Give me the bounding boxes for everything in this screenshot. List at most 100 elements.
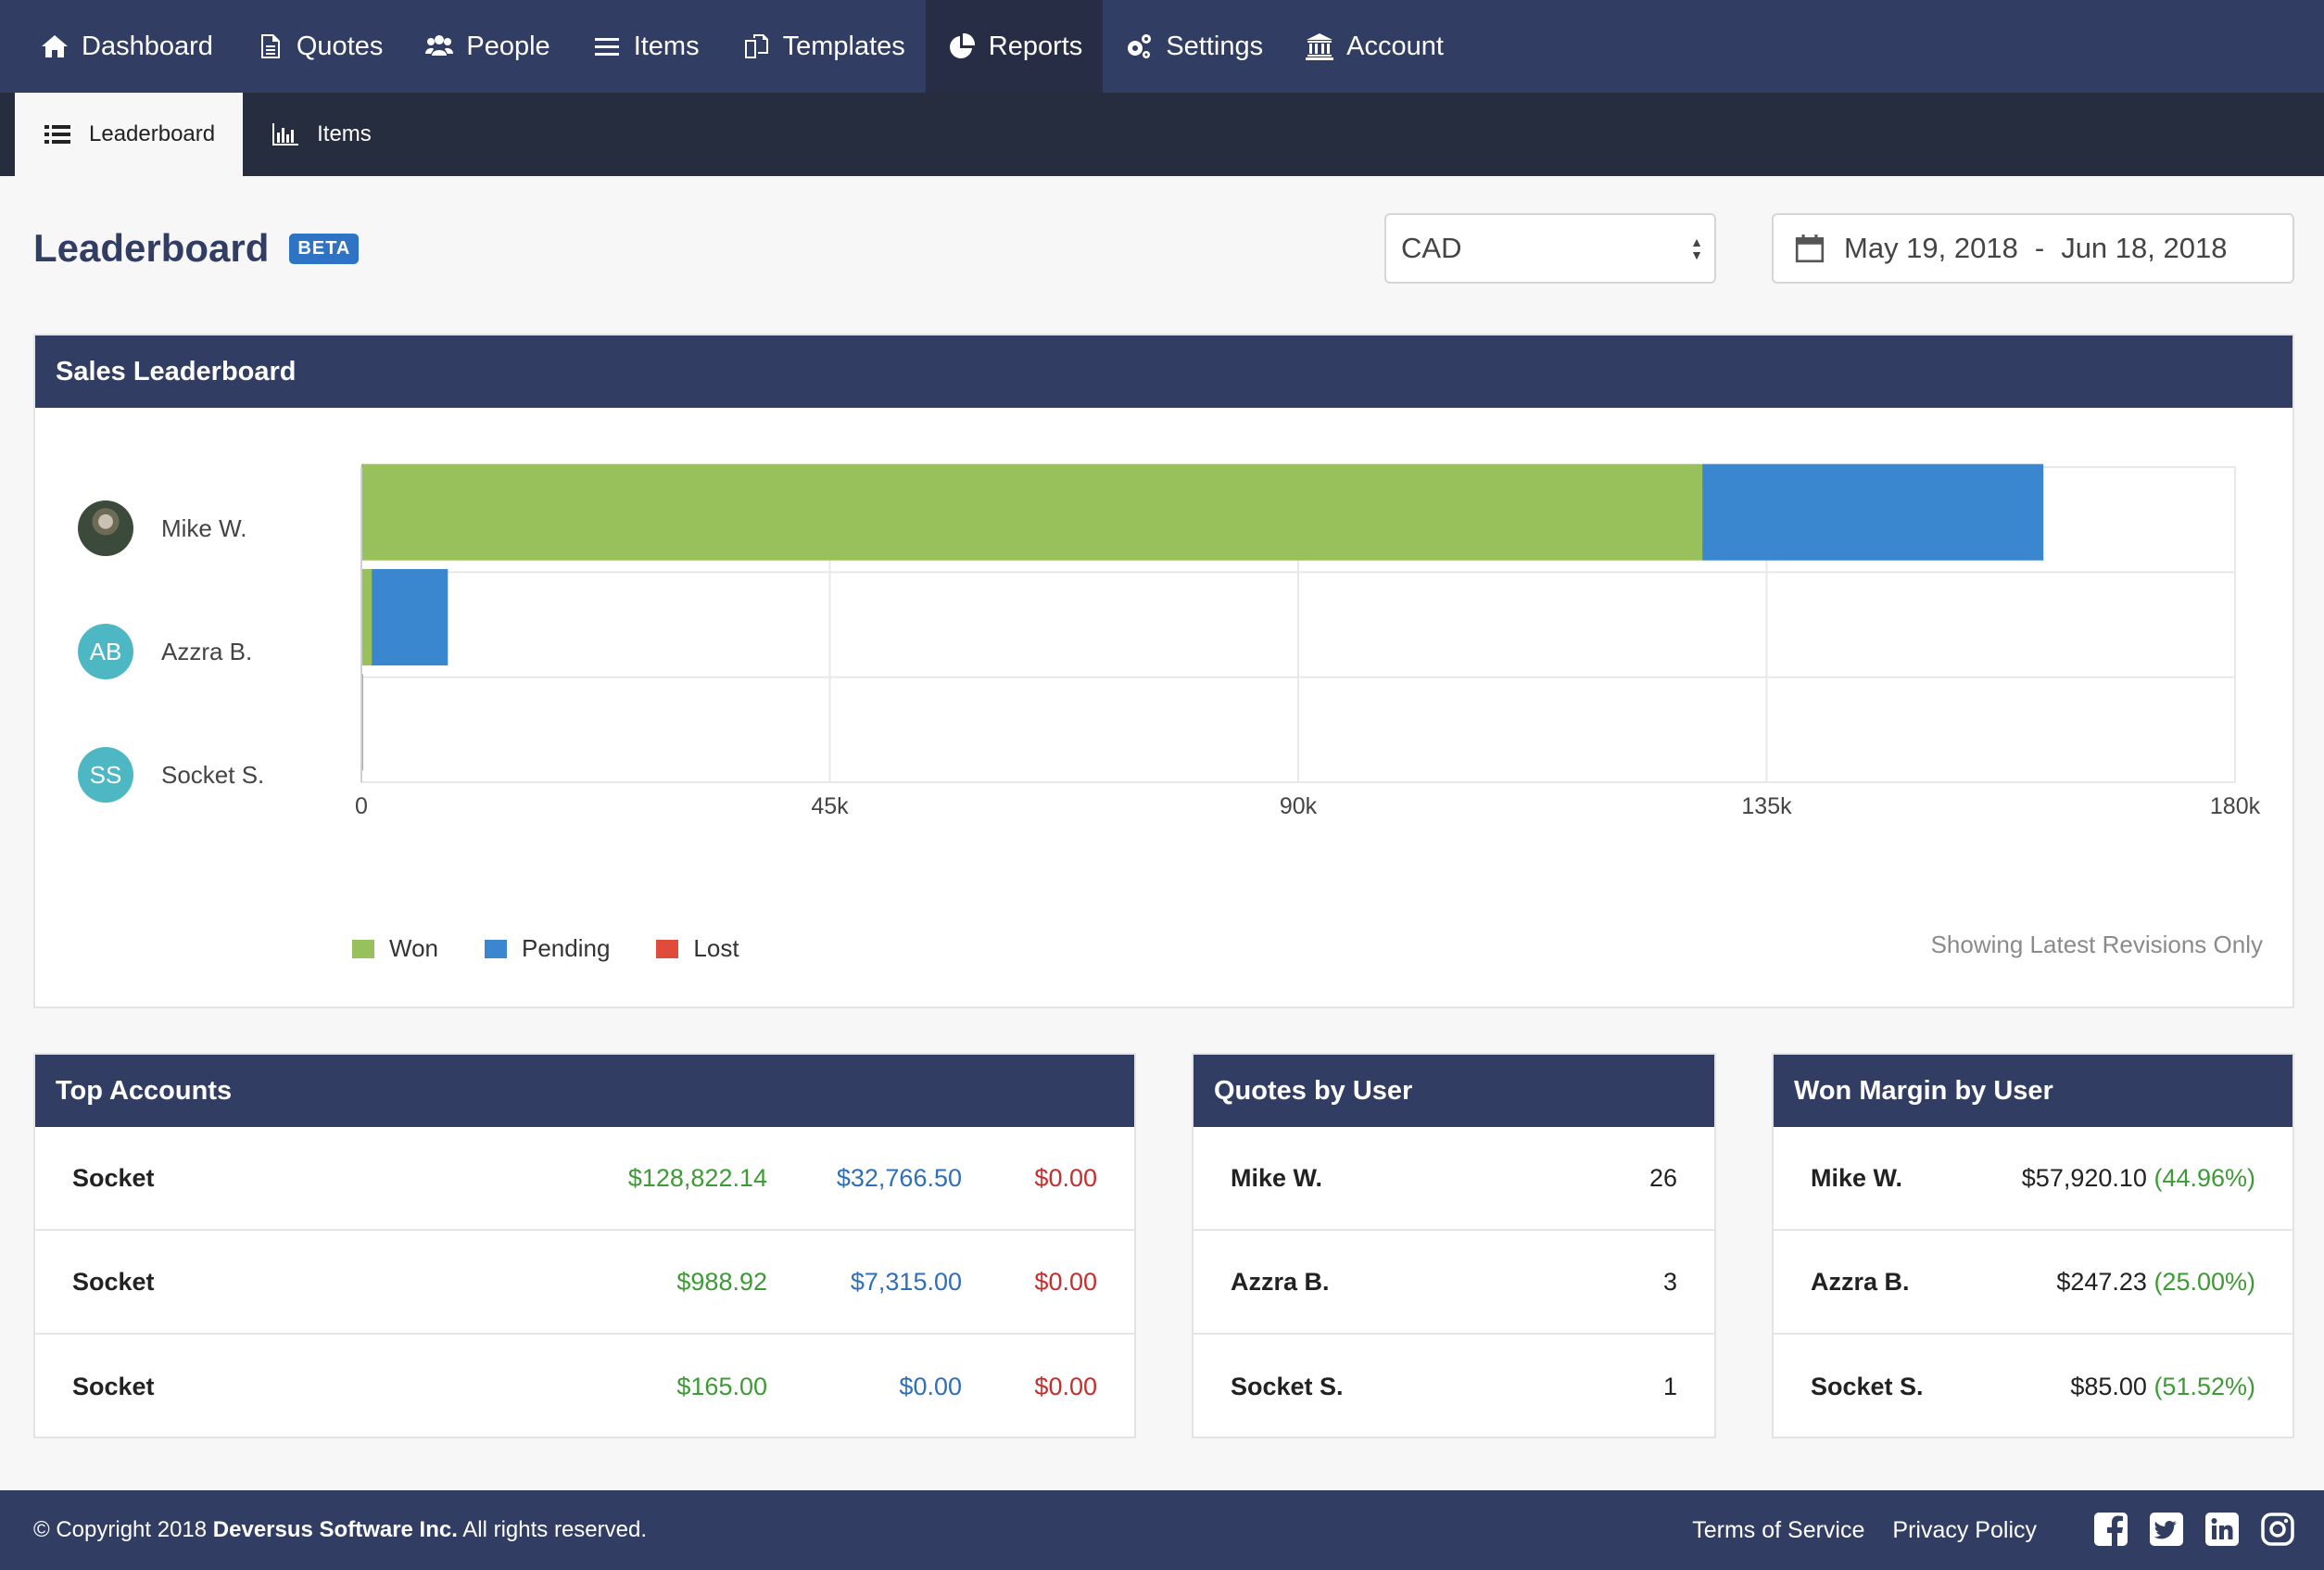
table-row[interactable]: Mike W. $57,920.10 (44.96%) <box>1774 1127 2292 1231</box>
user-name: Mike W. <box>1231 1163 1323 1192</box>
currency-value: CAD <box>1401 232 1462 264</box>
date-start: May 19, 2018 <box>1844 232 2018 264</box>
legend-label: Lost <box>693 934 739 962</box>
home-icon <box>39 31 70 62</box>
linkedin-icon[interactable] <box>2204 1511 2241 1548</box>
leader-user-name: Mike W. <box>161 513 247 542</box>
account-lost: $0.00 <box>1034 1163 1097 1192</box>
table-row[interactable]: Socket $165.00 $0.00 $0.00 <box>35 1335 1134 1438</box>
table-row[interactable]: Azzra B. 3 <box>1194 1231 1714 1335</box>
legend-item-won[interactable]: Won <box>352 934 438 963</box>
legend-swatch <box>352 939 374 958</box>
revisions-note: Showing Latest Revisions Only <box>1930 931 2263 958</box>
nav-people[interactable]: People <box>403 0 570 93</box>
leader-row-user: SS Socket S. <box>78 747 264 803</box>
sales-leaderboard-title: Sales Leaderboard <box>35 336 2292 408</box>
list-bullets-icon <box>43 120 72 149</box>
x-tick-label: 0 <box>355 793 368 819</box>
account-pending: $0.00 <box>899 1372 962 1400</box>
calendar-icon <box>1794 233 1825 264</box>
copyright-suffix: All rights reserved. <box>457 1517 647 1542</box>
subnav-items[interactable]: Items <box>243 93 399 176</box>
table-row[interactable]: Azzra B. $247.23 (25.00%) <box>1774 1231 2292 1335</box>
won-margin-panel: Won Margin by User Mike W. $57,920.10 (4… <box>1772 1053 2294 1438</box>
subnav-leaderboard[interactable]: Leaderboard <box>15 93 244 176</box>
leader-user-name: Socket S. <box>161 760 265 789</box>
legend-item-lost[interactable]: Lost <box>656 934 739 963</box>
account-name: Socket <box>72 1163 155 1192</box>
legend-item-pending[interactable]: Pending <box>485 934 610 963</box>
legend-swatch <box>485 939 507 958</box>
account-won: $988.92 <box>676 1267 767 1296</box>
nav-templates[interactable]: Templates <box>720 0 926 93</box>
privacy-link[interactable]: Privacy Policy <box>1892 1516 2037 1543</box>
facebook-icon[interactable] <box>2092 1511 2129 1548</box>
avatar <box>78 500 133 556</box>
instagram-icon[interactable] <box>2259 1511 2296 1548</box>
nav-label: People <box>466 31 550 61</box>
bar-won <box>361 463 1703 561</box>
footer: © Copyright 2018 Deversus Software Inc. … <box>0 1490 2324 1570</box>
account-pending: $32,766.50 <box>836 1163 962 1192</box>
table-row[interactable]: Socket $128,822.14 $32,766.50 $0.00 <box>35 1127 1134 1231</box>
quote-count: 3 <box>1662 1267 1677 1296</box>
margin-value: $85.00 (51.52%) <box>2070 1373 2255 1401</box>
bar-won <box>361 569 373 665</box>
date-range-picker[interactable]: May 19, 2018 - Jun 18, 2018 <box>1772 213 2294 284</box>
table-row[interactable]: Socket S. 1 <box>1194 1335 1714 1438</box>
margin-amount: $85.00 <box>2070 1372 2147 1400</box>
copyright: © Copyright 2018 Deversus Software Inc. … <box>33 1517 647 1543</box>
x-tick-label: 90k <box>1280 793 1318 819</box>
pie-chart-icon <box>946 31 978 62</box>
legend-label: Pending <box>522 934 611 962</box>
leader-row-user: AB Azzra B. <box>78 624 252 679</box>
account-lost: $0.00 <box>1034 1372 1097 1400</box>
terms-link[interactable]: Terms of Service <box>1692 1516 1865 1543</box>
legend-swatch <box>656 939 679 958</box>
twitter-icon[interactable] <box>2148 1511 2185 1548</box>
table-row[interactable]: Socket $988.92 $7,315.00 $0.00 <box>35 1231 1134 1335</box>
beta-badge: BETA <box>289 233 360 264</box>
nav-items[interactable]: Items <box>571 0 720 93</box>
nav-account[interactable]: Account <box>1283 0 1464 93</box>
bar-chart-icon <box>271 120 300 149</box>
nav-settings[interactable]: Settings <box>1103 0 1283 93</box>
nav-label: Settings <box>1166 31 1264 61</box>
table-row[interactable]: Mike W. 26 <box>1194 1127 1714 1231</box>
select-arrows-icon: ▲ ▼ <box>1690 234 1703 262</box>
page-title: Leaderboard BETA <box>33 226 360 271</box>
quotes-by-user-title: Quotes by User <box>1194 1055 1714 1127</box>
margin-percent: (25.00%) <box>2153 1267 2255 1296</box>
copy-icon <box>740 31 772 62</box>
account-name: Socket <box>72 1372 155 1400</box>
leader-row-user: Mike W. <box>78 500 246 556</box>
avatar: AB <box>78 624 133 679</box>
nav-quotes[interactable]: Quotes <box>234 0 404 93</box>
subnav-label: Items <box>317 121 372 146</box>
nav-reports[interactable]: Reports <box>925 0 1104 93</box>
x-tick-label: 180k <box>2210 793 2261 819</box>
page-title-text: Leaderboard <box>33 226 270 270</box>
leader-user-name: Azzra B. <box>161 637 253 665</box>
top-accounts-title: Top Accounts <box>35 1055 1134 1127</box>
social-links <box>2074 1511 2296 1548</box>
quote-count: 26 <box>1648 1163 1677 1192</box>
copyright-prefix: © Copyright 2018 <box>33 1517 213 1542</box>
document-icon <box>254 31 285 62</box>
top-accounts-panel: Top Accounts Socket $128,822.14 $32,766.… <box>33 1053 1136 1438</box>
list-icon <box>591 31 623 62</box>
currency-select[interactable]: CAD ▲ ▼ <box>1384 213 1716 284</box>
user-name: Mike W. <box>1811 1163 1903 1192</box>
nav-label: Account <box>1346 31 1444 61</box>
user-name: Socket S. <box>1231 1372 1344 1400</box>
table-row[interactable]: Socket S. $85.00 (51.52%) <box>1774 1335 2292 1438</box>
subnav-label: Leaderboard <box>89 121 216 146</box>
margin-value: $247.23 (25.00%) <box>2056 1268 2255 1297</box>
margin-percent: (44.96%) <box>2153 1163 2255 1192</box>
margin-value: $57,920.10 (44.96%) <box>2022 1164 2255 1193</box>
user-name: Azzra B. <box>1811 1267 1910 1296</box>
nav-dashboard[interactable]: Dashboard <box>19 0 234 93</box>
quote-count: 1 <box>1662 1372 1677 1400</box>
margin-percent: (51.52%) <box>2153 1372 2255 1400</box>
account-won: $165.00 <box>676 1372 767 1400</box>
